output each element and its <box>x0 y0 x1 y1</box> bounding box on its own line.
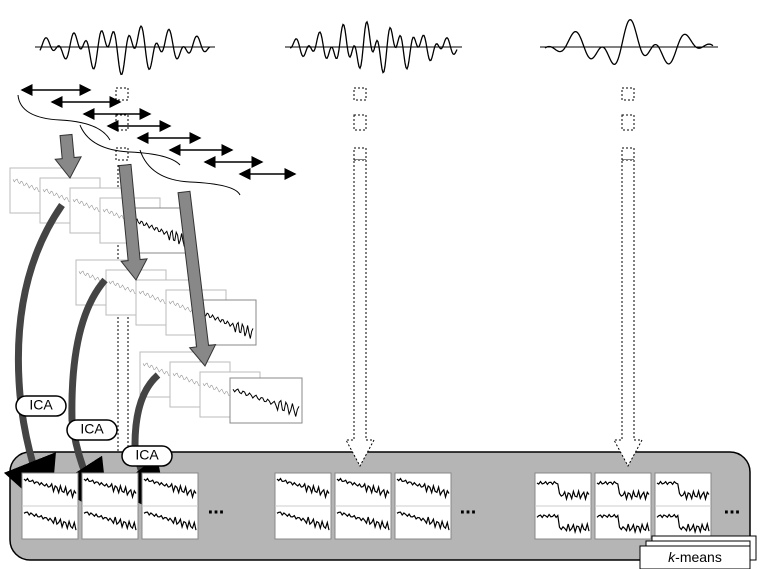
kmeans-rest: -means <box>675 549 722 565</box>
waveform <box>40 26 210 74</box>
ellipsis: ... <box>460 496 477 518</box>
brace <box>80 125 180 165</box>
ellipsis: ... <box>724 496 741 518</box>
ica-text: ICA <box>29 397 53 413</box>
window-box <box>622 148 634 160</box>
window-box <box>116 115 128 130</box>
window-box <box>354 88 366 100</box>
ica-text: ICA <box>135 447 159 463</box>
ellipsis: ... <box>208 496 225 518</box>
ica-label-1: ICA <box>16 396 66 416</box>
spectrum-thumb <box>230 378 302 423</box>
window-box <box>116 88 128 100</box>
window-box <box>622 88 634 100</box>
ica-label-3: ICA <box>122 446 172 466</box>
dotted-arrow <box>614 160 642 466</box>
brace <box>140 150 240 195</box>
ica-label-2: ICA <box>67 420 117 440</box>
window-box <box>354 115 366 130</box>
ica-text: ICA <box>80 421 104 437</box>
waveform <box>545 20 713 65</box>
kmeans-label: k-means <box>668 549 722 565</box>
dotted-arrow <box>346 160 374 466</box>
window-box <box>116 148 128 160</box>
window-box <box>622 115 634 130</box>
window-box <box>354 148 366 160</box>
diagram: ICA ICA ICA ... ... ... k-means <box>0 0 760 569</box>
